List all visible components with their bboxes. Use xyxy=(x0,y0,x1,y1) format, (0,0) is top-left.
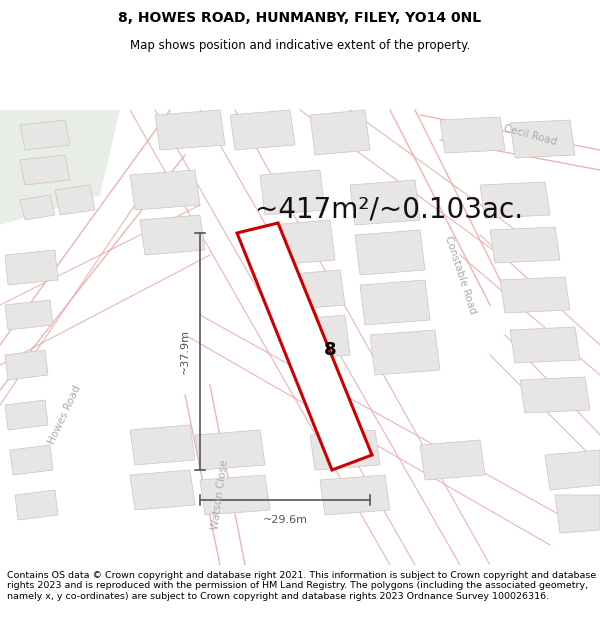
Polygon shape xyxy=(5,400,48,430)
Polygon shape xyxy=(130,170,200,210)
Text: Watson Close: Watson Close xyxy=(210,459,230,531)
Polygon shape xyxy=(15,490,58,520)
Text: Howes Road: Howes Road xyxy=(47,384,83,446)
Polygon shape xyxy=(480,182,550,218)
Polygon shape xyxy=(155,110,225,150)
Polygon shape xyxy=(270,220,335,265)
Polygon shape xyxy=(440,117,505,153)
Polygon shape xyxy=(360,280,430,325)
Text: ~29.6m: ~29.6m xyxy=(263,515,308,525)
Polygon shape xyxy=(200,475,270,515)
Polygon shape xyxy=(260,170,325,215)
Polygon shape xyxy=(320,475,390,515)
Polygon shape xyxy=(140,215,205,255)
Polygon shape xyxy=(10,445,53,475)
Polygon shape xyxy=(355,230,425,275)
Polygon shape xyxy=(310,110,370,155)
Polygon shape xyxy=(195,430,265,470)
Polygon shape xyxy=(500,277,570,313)
Polygon shape xyxy=(130,425,195,465)
Polygon shape xyxy=(20,120,70,150)
Text: ~37.9m: ~37.9m xyxy=(180,329,190,374)
Text: 8: 8 xyxy=(323,341,337,359)
Polygon shape xyxy=(20,155,70,185)
Polygon shape xyxy=(280,270,345,310)
Polygon shape xyxy=(230,110,295,150)
Text: Map shows position and indicative extent of the property.: Map shows position and indicative extent… xyxy=(130,39,470,52)
Polygon shape xyxy=(285,315,350,360)
Polygon shape xyxy=(490,227,560,263)
Polygon shape xyxy=(55,185,95,215)
Polygon shape xyxy=(5,250,58,285)
Polygon shape xyxy=(510,120,575,158)
Text: Contains OS data © Crown copyright and database right 2021. This information is : Contains OS data © Crown copyright and d… xyxy=(7,571,596,601)
Polygon shape xyxy=(555,495,600,533)
Polygon shape xyxy=(420,440,485,480)
Polygon shape xyxy=(20,195,55,220)
Polygon shape xyxy=(370,330,440,375)
Polygon shape xyxy=(130,470,195,510)
Polygon shape xyxy=(350,180,420,225)
Polygon shape xyxy=(5,300,53,330)
Polygon shape xyxy=(5,350,48,380)
Text: Constable Road: Constable Road xyxy=(443,234,478,316)
Text: 8, HOWES ROAD, HUNMANBY, FILEY, YO14 0NL: 8, HOWES ROAD, HUNMANBY, FILEY, YO14 0NL xyxy=(118,11,482,24)
Polygon shape xyxy=(0,110,120,225)
Text: Cecil Road: Cecil Road xyxy=(502,123,558,147)
Text: ~417m²/~0.103ac.: ~417m²/~0.103ac. xyxy=(255,196,523,224)
Polygon shape xyxy=(545,450,600,490)
Polygon shape xyxy=(520,377,590,413)
Polygon shape xyxy=(237,223,372,470)
Polygon shape xyxy=(510,327,580,363)
Polygon shape xyxy=(310,430,380,470)
